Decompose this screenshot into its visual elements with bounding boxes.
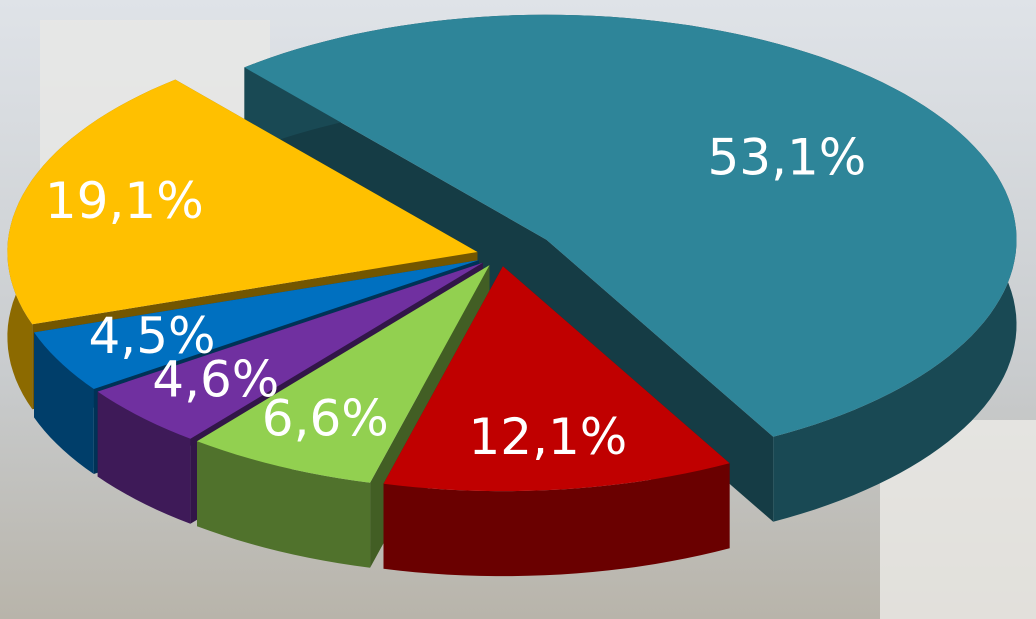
- slice: [97, 262, 483, 439]
- slice: [383, 266, 730, 492]
- slice: [244, 14, 1017, 437]
- slice-side: [383, 463, 730, 577]
- pie: 53,1% 12,1% 6,6%4,6%4,5% 19,1%: [7, 14, 1017, 577]
- data-label: 4,5%: [88, 307, 215, 365]
- data-label: 6,6%: [262, 390, 389, 448]
- slice-side: [34, 332, 94, 474]
- data-label: 53,1%: [707, 128, 866, 186]
- slice: [34, 260, 479, 389]
- slice-side: [97, 391, 191, 524]
- data-label: 4,6%: [152, 350, 279, 408]
- slice-wall: [546, 239, 774, 522]
- data-label: 12,1%: [468, 408, 627, 466]
- slice: [7, 79, 478, 325]
- data-label: 19,1%: [45, 172, 204, 230]
- slice: [197, 265, 490, 483]
- slice-side: [197, 441, 371, 568]
